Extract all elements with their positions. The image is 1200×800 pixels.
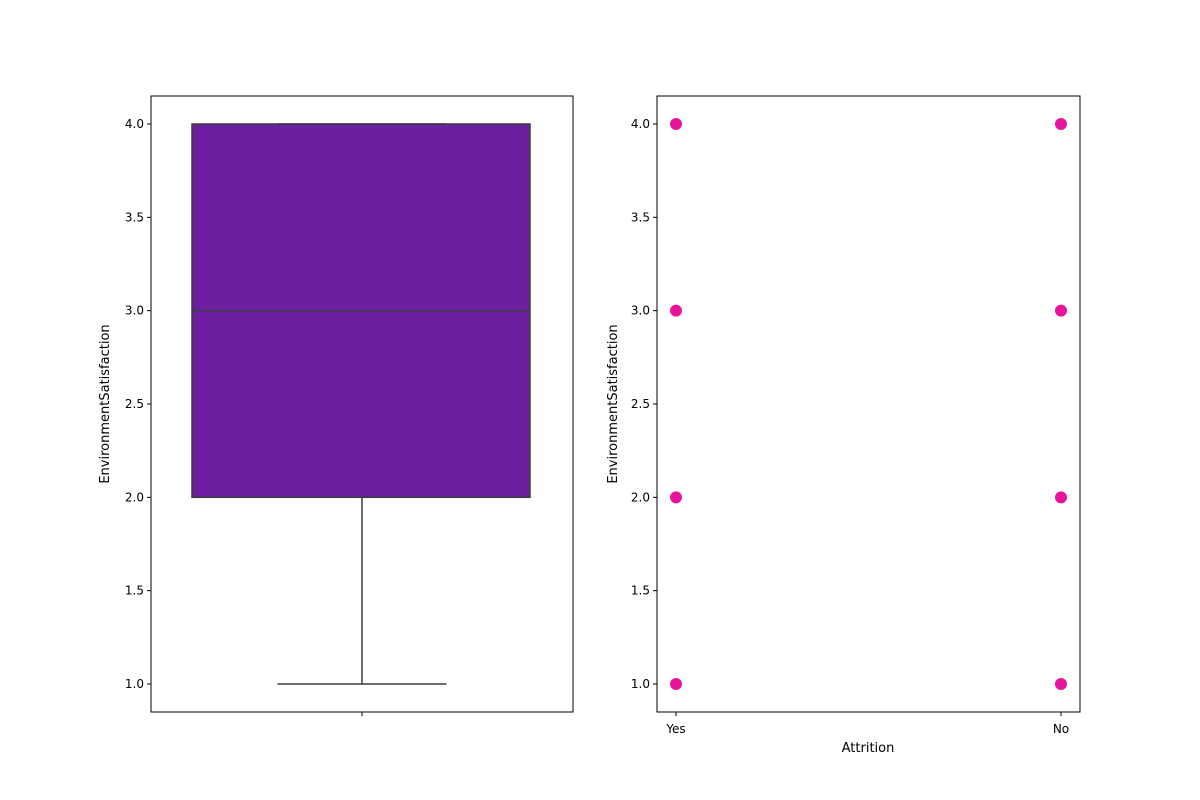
scatter-y-tick-label: 3.0: [631, 304, 650, 318]
scatter-y-ticks: 1.0 1.5 2.0 2.5 3.0 3.5 4.0: [631, 117, 657, 691]
scatter-y-tick-label: 2.5: [631, 397, 650, 411]
boxplot-y-tick-label: 4.0: [125, 117, 144, 131]
scatter-point: [670, 491, 682, 504]
boxplot-y-tick-label: 2.0: [125, 490, 144, 504]
scatter-panel: 1.0 1.5 2.0 2.5 3.0 3.5 4.0 Yes No EnvironmentS…: [606, 95, 1081, 756]
scatter-y-tick-label: 1.5: [631, 584, 650, 598]
scatter-point: [1055, 678, 1067, 690]
scatter-point: [1055, 491, 1067, 504]
scatter-point: [670, 118, 682, 130]
boxplot-y-ticks: 1.0 1.5 2.0 2.5 3.0 3.5 4.0: [125, 117, 151, 691]
scatter-x-ticks: Yes No: [665, 712, 1069, 736]
scatter-y-tick-label: 4.0: [631, 117, 650, 131]
scatter-x-tick-label: Yes: [665, 722, 685, 736]
boxplot-box-group: [191, 123, 531, 685]
scatter-points: [670, 118, 1067, 690]
scatter-point: [670, 304, 682, 317]
boxplot-y-axis-label: EnvironmentSatisfaction: [98, 324, 113, 483]
scatter-point: [670, 678, 682, 690]
scatter-y-axis-label: EnvironmentSatisfaction: [606, 324, 621, 483]
scatter-axes-frame: [656, 95, 1081, 713]
boxplot-panel: 1.0 1.5 2.0 2.5 3.0 3.5 4.0 EnvironmentSatisfa…: [98, 95, 574, 716]
boxplot-y-tick-label: 1.5: [125, 584, 144, 598]
scatter-x-axis-label: Attrition: [842, 741, 895, 756]
boxplot-y-tick-label: 1.0: [125, 677, 144, 691]
scatter-point: [1055, 304, 1067, 317]
scatter-y-tick-label: 2.0: [631, 490, 650, 504]
boxplot-y-tick-label: 3.0: [125, 304, 144, 318]
scatter-x-tick-label: No: [1053, 722, 1069, 736]
scatter-y-tick-label: 1.0: [631, 677, 650, 691]
scatter-point: [1055, 118, 1067, 130]
scatter-y-tick-label: 3.5: [631, 210, 650, 224]
boxplot-y-tick-label: 3.5: [125, 210, 144, 224]
boxplot-y-tick-label: 2.5: [125, 397, 144, 411]
